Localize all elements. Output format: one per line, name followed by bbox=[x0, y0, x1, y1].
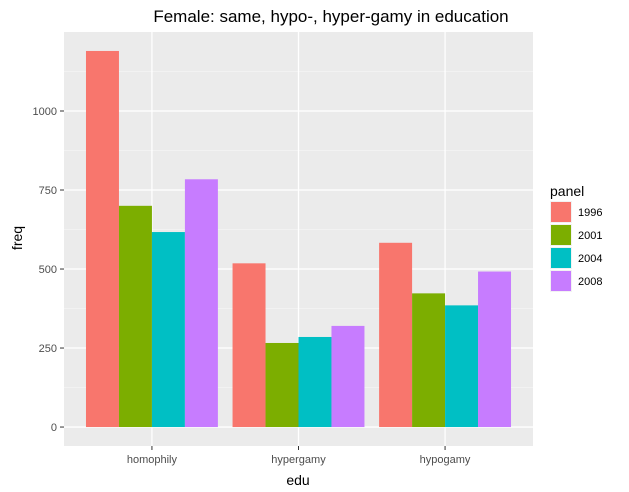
x-tick-label: hypogamy bbox=[420, 454, 471, 466]
legend-label-2008: 2008 bbox=[578, 276, 602, 288]
bar-hypergamy-2004 bbox=[298, 336, 332, 428]
legend-key-1996 bbox=[551, 202, 571, 222]
legend-key-2001 bbox=[551, 225, 571, 245]
bar-homophily-2008 bbox=[184, 179, 218, 428]
legend-key-2008 bbox=[551, 271, 571, 291]
bar-hypergamy-2008 bbox=[331, 325, 365, 428]
legend-title: panel bbox=[550, 183, 584, 199]
bar-hypergamy-2001 bbox=[265, 342, 299, 428]
chart-title: Female: same, hypo-, hyper-gamy in educa… bbox=[153, 7, 508, 26]
y-tick-label: 1000 bbox=[33, 106, 57, 118]
y-tick-label: 0 bbox=[51, 422, 57, 434]
y-axis-title: freq bbox=[9, 226, 25, 250]
x-tick-label: hypergamy bbox=[271, 454, 326, 466]
y-tick-label: 250 bbox=[39, 343, 57, 355]
legend-label-2004: 2004 bbox=[578, 253, 602, 265]
bar-homophily-2001 bbox=[118, 205, 152, 428]
x-tick-label: homophily bbox=[127, 454, 178, 466]
legend-key-2004 bbox=[551, 248, 571, 268]
legend-label-2001: 2001 bbox=[578, 230, 602, 242]
bar-hypergamy-1996 bbox=[232, 263, 266, 428]
bars bbox=[85, 50, 512, 428]
bar-hypogamy-1996 bbox=[379, 242, 413, 428]
bar-homophily-2004 bbox=[151, 232, 185, 428]
bar-hypogamy-2008 bbox=[478, 271, 512, 428]
y-tick-label: 750 bbox=[39, 185, 57, 197]
x-axis-title: edu bbox=[286, 472, 309, 488]
legend-label-1996: 1996 bbox=[578, 207, 602, 219]
bar-homophily-1996 bbox=[85, 50, 119, 428]
y-tick-label: 500 bbox=[39, 264, 57, 276]
x-axis: homophily hypergamy hypogamy bbox=[127, 446, 471, 466]
y-axis: 0 250 500 750 1000 bbox=[33, 106, 64, 434]
bar-hypogamy-2004 bbox=[445, 305, 479, 428]
legend: panel 1996 2001 2004 2008 bbox=[550, 183, 602, 292]
bar-hypogamy-2001 bbox=[412, 293, 446, 428]
